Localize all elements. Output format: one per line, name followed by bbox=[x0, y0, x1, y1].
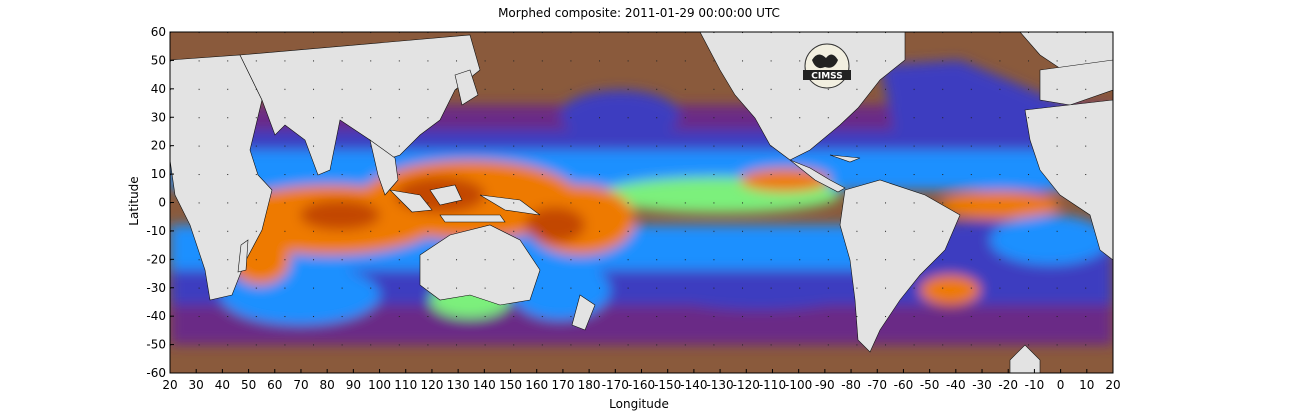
x-tick-label: -90 bbox=[815, 378, 835, 392]
y-tick-label: 0 bbox=[158, 196, 166, 210]
y-tick-label: -10 bbox=[146, 224, 166, 238]
y-tick-label: 60 bbox=[151, 25, 166, 39]
x-tick-label: 120 bbox=[420, 378, 443, 392]
logo-text: CIMSS bbox=[811, 72, 842, 82]
y-tick-label: 10 bbox=[151, 167, 166, 181]
x-tick-label: -40 bbox=[946, 378, 966, 392]
y-tick-label: -30 bbox=[146, 281, 166, 295]
x-tick-label: 180 bbox=[578, 378, 601, 392]
x-axis-label: Longitude bbox=[609, 397, 669, 411]
x-tick-label: -50 bbox=[920, 378, 940, 392]
map-field bbox=[170, 32, 1113, 373]
x-tick-label: 140 bbox=[473, 378, 496, 392]
x-tick-label: 30 bbox=[189, 378, 204, 392]
x-tick-label: -80 bbox=[841, 378, 861, 392]
x-tick-label: 80 bbox=[320, 378, 335, 392]
x-tick-label: -70 bbox=[867, 378, 887, 392]
x-tick-label: -10 bbox=[1025, 378, 1045, 392]
y-axis-ticks: 60 50 40 30 20 10 0 -10 -20 -30 -40 -50 -60 bbox=[146, 25, 174, 380]
y-tick-label: -50 bbox=[146, 338, 166, 352]
x-axis-ticks: 20 30 40 50 60 70 80 90 100 110 120 130 140 150 160 170… bbox=[162, 369, 1121, 392]
x-tick-label: 90 bbox=[346, 378, 361, 392]
x-tick-label: 20 bbox=[1105, 378, 1120, 392]
x-tick-label: -120 bbox=[733, 378, 760, 392]
map-title: Morphed composite: 2011-01-29 00:00:00 U… bbox=[498, 6, 780, 20]
x-tick-label: 100 bbox=[368, 378, 391, 392]
graticule bbox=[170, 32, 1113, 373]
x-tick-label: -60 bbox=[894, 378, 914, 392]
x-tick-label: -140 bbox=[680, 378, 707, 392]
x-tick-label: 110 bbox=[394, 378, 417, 392]
x-tick-label: -100 bbox=[785, 378, 812, 392]
x-tick-label: 40 bbox=[215, 378, 230, 392]
y-tick-label: 30 bbox=[151, 110, 166, 124]
y-tick-label: 40 bbox=[151, 82, 166, 96]
x-tick-label: 160 bbox=[525, 378, 548, 392]
y-tick-label: -60 bbox=[146, 366, 166, 380]
x-tick-label: -170 bbox=[602, 378, 629, 392]
x-tick-label: 170 bbox=[551, 378, 574, 392]
cimss-logo: CIMSS bbox=[803, 43, 851, 89]
x-tick-label: -130 bbox=[706, 378, 733, 392]
x-tick-label: -150 bbox=[654, 378, 681, 392]
x-tick-label: 20 bbox=[162, 378, 177, 392]
x-tick-label: -30 bbox=[972, 378, 992, 392]
y-tick-label: -40 bbox=[146, 309, 166, 323]
x-tick-label: -20 bbox=[998, 378, 1018, 392]
x-tick-label: 70 bbox=[293, 378, 308, 392]
x-tick-label: 150 bbox=[499, 378, 522, 392]
x-tick-label: -160 bbox=[628, 378, 655, 392]
x-tick-label: 50 bbox=[241, 378, 256, 392]
x-tick-label: 60 bbox=[267, 378, 282, 392]
y-tick-label: 50 bbox=[151, 53, 166, 67]
y-tick-label: 20 bbox=[151, 139, 166, 153]
x-tick-label: 130 bbox=[447, 378, 470, 392]
y-tick-label: -20 bbox=[146, 252, 166, 266]
x-tick-label: 10 bbox=[1079, 378, 1094, 392]
x-tick-label: -110 bbox=[759, 378, 786, 392]
x-tick-label: 0 bbox=[1057, 378, 1065, 392]
